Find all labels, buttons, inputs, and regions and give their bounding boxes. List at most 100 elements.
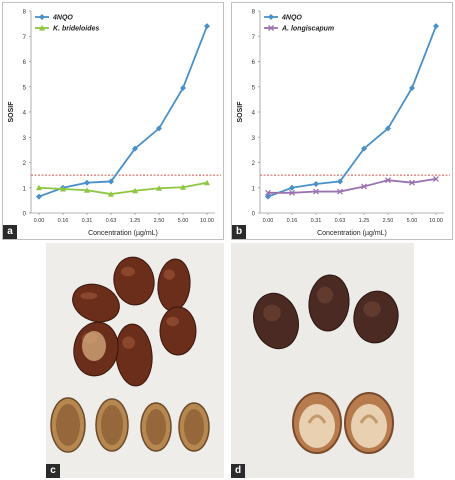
seeds-photo-d — [253, 274, 399, 454]
data-point-marker — [180, 184, 186, 190]
shell-interior — [56, 404, 80, 446]
seed-highlight — [80, 292, 98, 300]
x-tick-label: 0.63 — [106, 218, 117, 224]
chart-panel-a: 0 1 2 3 4 5 6 7 8 0.00 0.16 0.31 0.63 1.25 2.50 5.00 10.… — [2, 2, 224, 240]
marker-stroke — [409, 179, 415, 186]
data-point-marker — [108, 191, 114, 197]
y-tick-label: 8 — [252, 10, 256, 16]
seed-0 — [253, 292, 299, 350]
seed-1 — [157, 258, 191, 312]
x-tick-label: 0.00 — [263, 218, 274, 224]
chart-panel-b: 0 1 2 3 4 5 6 7 8 0.00 0.16 0.31 0.63 1.25 2.50 5.00 10.… — [231, 2, 453, 240]
data-point-marker — [409, 179, 415, 186]
x-tick-label: 0.00 — [34, 218, 45, 224]
legend-label-0: 4NQO — [52, 15, 73, 22]
data-point-marker — [36, 184, 42, 191]
legend-marker — [268, 14, 274, 20]
y-axis-label: SOSIF — [237, 101, 244, 123]
shell-interior — [184, 409, 204, 445]
data-point-marker — [361, 183, 367, 190]
legend-marker — [268, 25, 274, 31]
marker-stroke — [313, 188, 319, 195]
data-point-marker — [361, 145, 367, 152]
seed-1 — [308, 274, 350, 332]
data-point-marker — [433, 175, 439, 182]
y-tick-label: 8 — [23, 10, 27, 16]
series-line-1 — [38, 181, 208, 195]
x-tick-label: 5.00 — [178, 218, 189, 224]
series-line-0 — [267, 25, 437, 198]
data-point-marker — [204, 179, 210, 186]
data-point-marker — [132, 145, 138, 152]
x-tick-label: 0.16 — [58, 218, 69, 224]
y-tick-label: 1 — [252, 186, 256, 192]
data-point-marker — [337, 188, 343, 195]
x-tick-label: 0.63 — [335, 218, 346, 224]
seed-highlight — [363, 301, 381, 317]
y-tick-label: 3 — [252, 136, 256, 142]
data-point-marker — [337, 178, 343, 185]
x-tick-label: 1.25 — [359, 218, 370, 224]
seed-highlight — [122, 336, 135, 349]
panel-label-c: c — [46, 464, 60, 478]
y-tick-label: 0 — [23, 212, 27, 218]
shell-interior — [146, 409, 166, 445]
x-tick-label: 1.25 — [130, 218, 141, 224]
y-tick-label: 2 — [252, 161, 256, 167]
data-point-marker — [433, 23, 439, 30]
x-tick-label: 10.00 — [200, 218, 214, 224]
shell-interior — [101, 405, 123, 445]
y-tick-label: 3 — [23, 136, 27, 142]
y-tick-label: 7 — [252, 35, 256, 41]
y-tick-label: 6 — [23, 60, 27, 66]
x-tick-label: 0.31 — [311, 218, 322, 224]
y-tick-label: 4 — [23, 111, 27, 117]
y-tick-label: 1 — [23, 186, 27, 192]
data-point-marker — [84, 187, 90, 193]
seed-3 — [159, 306, 197, 356]
data-point-marker — [265, 189, 271, 196]
marker-stroke — [265, 189, 271, 196]
seed-highlight — [317, 286, 333, 304]
marker-stroke — [337, 188, 343, 195]
data-point-marker — [36, 193, 42, 200]
y-tick-label: 5 — [23, 85, 27, 91]
photo-panel-d: d — [231, 243, 414, 478]
x-tick-label: 2.50 — [383, 218, 394, 224]
data-point-marker — [84, 179, 90, 186]
data-point-marker — [313, 180, 319, 187]
chart-b-svg: 0 1 2 3 4 5 6 7 8 0.00 0.16 0.31 0.63 1.25 2.50 5.00 10.… — [237, 10, 450, 237]
series-line-1 — [268, 178, 437, 194]
marker-stroke — [385, 177, 391, 184]
legend-marker — [39, 14, 45, 20]
x-tick-label: 2.50 — [154, 218, 165, 224]
x-tick-label: 0.31 — [82, 218, 93, 224]
legend-label-1: K. brideloides — [53, 26, 99, 33]
shell-interior — [299, 404, 335, 448]
panel-label-b: b — [232, 225, 246, 239]
data-point-marker — [156, 185, 162, 191]
x-tick-label: 10.00 — [429, 218, 443, 224]
y-tick-label: 4 — [252, 111, 256, 117]
seed-highlight — [166, 316, 179, 327]
x-axis-label: Concentration (µg/mL) — [88, 230, 158, 237]
y-tick-label: 6 — [252, 60, 256, 66]
seed-scar — [82, 331, 106, 361]
y-tick-label: 5 — [252, 85, 256, 91]
data-point-marker — [204, 23, 210, 30]
seed-highlight — [263, 304, 281, 322]
panel-label-a: a — [3, 225, 17, 239]
shell-ridge — [307, 414, 327, 424]
data-point-marker — [385, 125, 391, 132]
seed-2 — [353, 290, 399, 344]
marker-stroke — [433, 175, 439, 182]
data-point-marker — [132, 187, 138, 194]
y-tick-label: 7 — [23, 35, 27, 41]
marker-stroke — [289, 189, 295, 196]
data-point-marker — [180, 85, 186, 92]
seed-highlight — [163, 269, 175, 280]
photo-panel-c: c — [46, 243, 224, 478]
x-tick-label: 0.16 — [287, 218, 298, 224]
legend-label-0: 4NQO — [281, 15, 302, 22]
chart-a-svg: 0 1 2 3 4 5 6 7 8 0.00 0.16 0.31 0.63 1.25 2.50 5.00 10.… — [8, 10, 221, 237]
